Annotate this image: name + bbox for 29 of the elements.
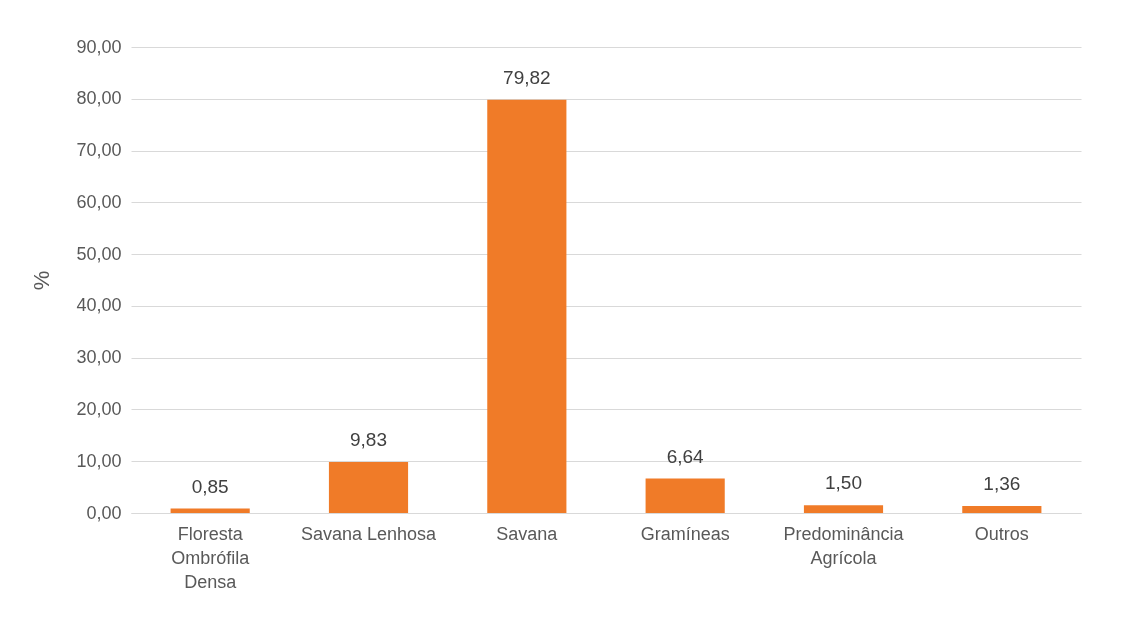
data-label: 0,85	[191, 475, 229, 497]
bar	[803, 505, 884, 513]
x-tick-label: Predominância Agrícola	[783, 523, 905, 568]
y-tick-label: 0,00	[86, 502, 122, 523]
y-tick-label: 20,00	[76, 398, 122, 419]
data-label: 9,83	[350, 429, 387, 451]
bar	[487, 99, 567, 513]
y-tick-label: 10,00	[76, 450, 122, 471]
x-tick-label: Outros	[974, 523, 1029, 544]
x-tick-label: Floresta Ombrófila Densa	[171, 523, 251, 592]
y-tick-label: 70,00	[76, 140, 122, 161]
x-tick-label: Savana Lenhosa	[300, 523, 438, 544]
y-tick-label: 90,00	[76, 36, 122, 57]
bar	[962, 505, 1042, 513]
bar	[645, 478, 725, 513]
y-tick-label: 50,00	[76, 243, 122, 264]
y-tick-label: 30,00	[76, 347, 122, 368]
data-label: 6,64	[666, 445, 705, 467]
x-tick-label: Savana	[496, 523, 559, 544]
y-tick-label: 40,00	[76, 295, 122, 316]
bar	[328, 462, 409, 513]
data-label: 1,36	[983, 472, 1021, 494]
data-label: 1,50	[825, 472, 862, 494]
data-label: 79,82	[503, 66, 551, 88]
x-tick-label: Gramíneas	[640, 523, 730, 544]
bar	[170, 508, 250, 513]
y-tick-label: 60,00	[76, 191, 122, 212]
y-axis-title: %	[29, 270, 55, 291]
y-tick-label: 80,00	[76, 88, 122, 109]
